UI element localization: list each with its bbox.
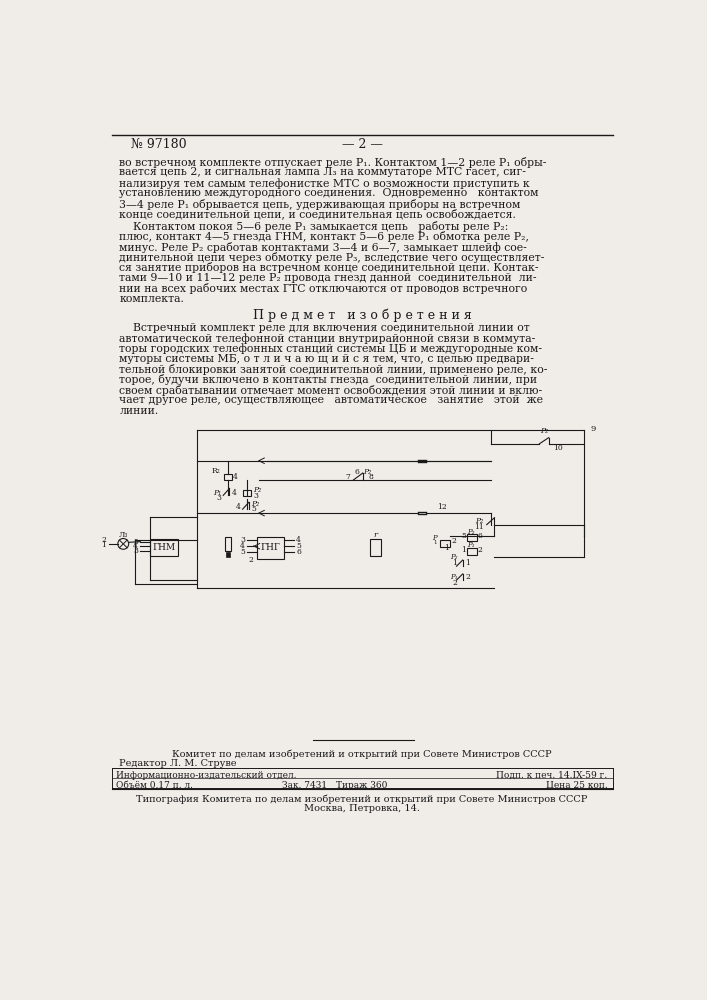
Text: П р е д м е т   и з о б р е т е н и я: П р е д м е т и з о б р е т е н и я bbox=[252, 309, 472, 322]
Text: 3: 3 bbox=[133, 547, 138, 555]
Text: динительной цепи через обмотку реле P₃, вследствие чего осуществляет-: динительной цепи через обмотку реле P₃, … bbox=[119, 252, 545, 263]
Bar bbox=[440, 540, 450, 547]
Text: 1: 1 bbox=[461, 546, 466, 554]
Text: комплекта.: комплекта. bbox=[119, 294, 185, 304]
Bar bbox=[225, 537, 231, 551]
Text: 2: 2 bbox=[101, 536, 106, 544]
Bar bbox=[226, 552, 230, 557]
Bar bbox=[243, 490, 251, 496]
Text: 4: 4 bbox=[296, 536, 301, 544]
Text: 3: 3 bbox=[253, 492, 259, 500]
Text: 2: 2 bbox=[465, 573, 470, 581]
Text: 5: 5 bbox=[461, 532, 466, 540]
Text: Встречный комплект реле для включения соединительной линии от: Встречный комплект реле для включения со… bbox=[119, 323, 530, 333]
Text: вается цепь 2, и сигнальная лампа Л₃ на коммутаторе МТС гасет, сиг-: вается цепь 2, и сигнальная лампа Л₃ на … bbox=[119, 167, 526, 177]
Text: 1: 1 bbox=[465, 559, 470, 567]
Text: 3: 3 bbox=[216, 494, 222, 502]
Text: чает другое реле, осуществляющее   автоматическое   занятие   этой  же: чает другое реле, осуществляющее автомат… bbox=[119, 395, 544, 405]
Text: Объём 0,17 п. л.: Объём 0,17 п. л. bbox=[115, 781, 192, 790]
Text: конце соединительной цепи, и соединительная цепь освобождается.: конце соединительной цепи, и соединитель… bbox=[119, 209, 516, 220]
Text: Зак. 7431: Зак. 7431 bbox=[282, 781, 327, 790]
Bar bbox=[370, 539, 380, 556]
Text: 6: 6 bbox=[477, 532, 482, 540]
Text: Цена 25 коп.: Цена 25 коп. bbox=[546, 781, 607, 790]
Bar bbox=[257, 537, 284, 559]
Bar bbox=[150, 539, 177, 556]
Text: 2: 2 bbox=[249, 556, 254, 564]
Text: ся занятие приборов на встречном конце соединительной цепи. Контак-: ся занятие приборов на встречном конце с… bbox=[119, 262, 539, 273]
Bar bbox=[467, 534, 477, 541]
Text: Л₃: Л₃ bbox=[119, 531, 128, 539]
Text: 3: 3 bbox=[240, 536, 245, 544]
Text: P₂: P₂ bbox=[540, 427, 548, 435]
Text: 7: 7 bbox=[346, 473, 351, 481]
Text: 4: 4 bbox=[133, 542, 138, 550]
Text: муторы системы МБ, о т л и ч а ю щ и й с я тем, что, с целью предвари-: муторы системы МБ, о т л и ч а ю щ и й с… bbox=[119, 354, 534, 364]
Text: ГНМ: ГНМ bbox=[152, 543, 175, 552]
Text: 5: 5 bbox=[251, 505, 256, 513]
Text: 6: 6 bbox=[354, 468, 359, 476]
Text: своем срабатывании отмечает момент освобождения этой линии и вклю-: своем срабатывании отмечает момент освоб… bbox=[119, 385, 542, 396]
Text: P₁: P₁ bbox=[450, 573, 457, 581]
Text: P₂: P₂ bbox=[476, 517, 484, 525]
Text: 9: 9 bbox=[590, 425, 596, 433]
Text: P₂: P₂ bbox=[450, 553, 457, 561]
Text: 4: 4 bbox=[240, 542, 245, 550]
Text: 3—4 реле P₁ обрывается цепь, удерживающая приборы на встречном: 3—4 реле P₁ обрывается цепь, удерживающа… bbox=[119, 199, 521, 210]
Text: Подп. к печ. 14.IX-59 г.: Подп. к печ. 14.IX-59 г. bbox=[496, 771, 607, 780]
Text: торы городских телефонных станций системы ЦБ и междугородные ком-: торы городских телефонных станций систем… bbox=[119, 343, 542, 354]
Text: R₂: R₂ bbox=[211, 467, 220, 475]
Text: тами 9—10 и 11—12 реле P₂ провода гнезд данной  соединительной  ли-: тами 9—10 и 11—12 реле P₂ провода гнезд … bbox=[119, 273, 537, 283]
Text: автоматической телефонной станции внутрирайонной связи в коммута-: автоматической телефонной станции внутри… bbox=[119, 333, 536, 344]
Text: 5: 5 bbox=[240, 548, 245, 556]
Text: Типография Комитета по делам изобретений и открытий при Совете Министров СССР: Типография Комитета по делам изобретений… bbox=[136, 795, 588, 804]
Text: 5: 5 bbox=[296, 542, 301, 550]
Text: Информационно-издательский отдел.: Информационно-издательский отдел. bbox=[115, 771, 296, 780]
Text: 2: 2 bbox=[477, 546, 482, 554]
Text: 2: 2 bbox=[451, 537, 456, 545]
Text: P₁: P₁ bbox=[467, 541, 474, 549]
Text: P₂: P₂ bbox=[253, 486, 262, 494]
Text: r: r bbox=[373, 531, 377, 539]
Text: 1: 1 bbox=[433, 540, 437, 545]
Text: 4: 4 bbox=[233, 473, 238, 481]
Text: 1: 1 bbox=[452, 559, 457, 567]
Text: торое, будучи включено в контакты гнезда  соединительной линии, при: торое, будучи включено в контакты гнезда… bbox=[119, 374, 537, 385]
Text: 5: 5 bbox=[133, 538, 138, 546]
Text: тельной блокировки занятой соединительной линии, применено реле, ко-: тельной блокировки занятой соединительно… bbox=[119, 364, 548, 375]
Bar bbox=[224, 474, 232, 480]
Text: нализируя тем самым телефонистке МТС о возможности приступить к: нализируя тем самым телефонистке МТС о в… bbox=[119, 178, 530, 189]
Text: нии на всех рабочих местах ГТС отключаются от проводов встречного: нии на всех рабочих местах ГТС отключают… bbox=[119, 283, 527, 294]
Text: плюс, контакт 4—5 гнезда ГНМ, контакт 5—6 реле P₁ обмотка реле P₂,: плюс, контакт 4—5 гнезда ГНМ, контакт 5—… bbox=[119, 231, 530, 242]
Text: P₂: P₂ bbox=[251, 500, 259, 508]
Text: Тираж 360: Тираж 360 bbox=[337, 781, 387, 790]
Text: Москва, Петровка, 14.: Москва, Петровка, 14. bbox=[304, 804, 420, 813]
Text: P: P bbox=[433, 534, 437, 542]
Text: 1: 1 bbox=[101, 541, 106, 549]
Text: минус. Реле P₂ сработав контактами 3—4 и 6—7, замыкает шлейф сое-: минус. Реле P₂ сработав контактами 3—4 и… bbox=[119, 242, 527, 253]
Bar bbox=[467, 548, 477, 555]
Text: 11: 11 bbox=[474, 523, 484, 531]
Text: во встречном комплекте отпускает реле P₁. Контактом 1—2 реле P₁ обры-: во встречном комплекте отпускает реле P₁… bbox=[119, 157, 547, 168]
Text: установлению междугородного соединения.  Одновременно   контактом: установлению междугородного соединения. … bbox=[119, 188, 539, 198]
Text: 6: 6 bbox=[296, 548, 301, 556]
Text: ГНГ: ГНГ bbox=[261, 543, 281, 552]
Text: 10: 10 bbox=[554, 444, 563, 452]
Text: P₂: P₂ bbox=[467, 528, 474, 536]
Text: P₁: P₁ bbox=[214, 489, 222, 497]
Text: 8: 8 bbox=[369, 473, 374, 481]
Text: — 2 —: — 2 — bbox=[341, 138, 382, 151]
Text: Редактор Л. М. Струве: Редактор Л. М. Струве bbox=[119, 759, 237, 768]
Text: 4: 4 bbox=[232, 489, 237, 497]
Text: Контактом покоя 5—6 реле P₁ замыкается цепь   работы реле P₂:: Контактом покоя 5—6 реле P₁ замыкается ц… bbox=[119, 221, 509, 232]
Text: № 97180: № 97180 bbox=[131, 138, 187, 151]
Text: Комитет по делам изобретений и открытий при Совете Министров СССР: Комитет по делам изобретений и открытий … bbox=[172, 749, 551, 759]
Text: P₂: P₂ bbox=[363, 468, 372, 476]
Text: 4: 4 bbox=[236, 503, 241, 511]
Text: 2: 2 bbox=[452, 579, 457, 587]
Text: линии.: линии. bbox=[119, 406, 158, 416]
Text: 1: 1 bbox=[444, 544, 449, 552]
Text: 12: 12 bbox=[437, 503, 447, 511]
